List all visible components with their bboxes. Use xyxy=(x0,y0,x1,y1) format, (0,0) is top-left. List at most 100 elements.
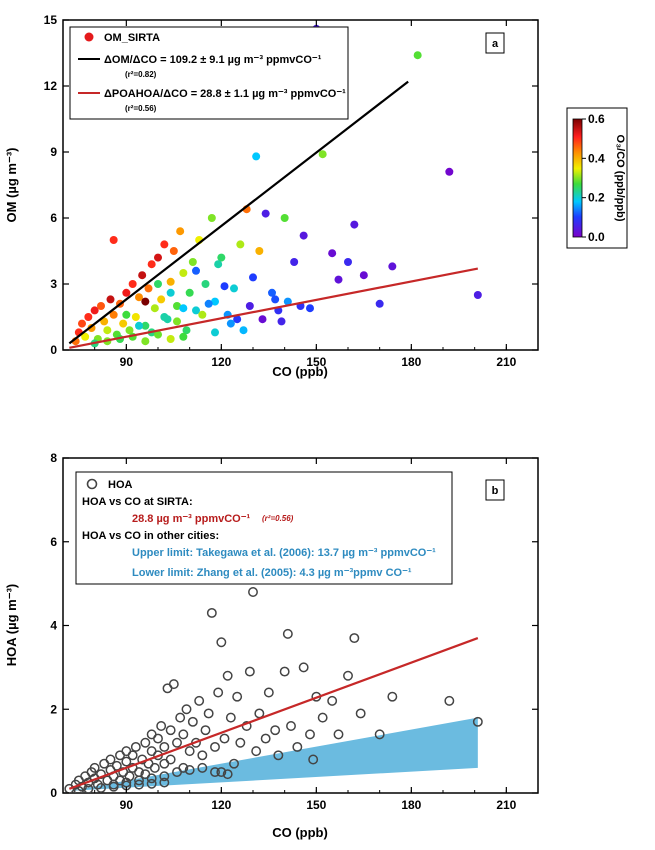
om-data-point xyxy=(445,167,454,176)
om-data-point xyxy=(147,260,156,269)
om-data-point xyxy=(290,258,299,266)
om-data-point xyxy=(150,304,159,313)
panel-a-y-axis-label: OM (µg m⁻³) xyxy=(4,147,19,222)
hoa-data-point xyxy=(260,733,271,744)
hoa-upper-limit: Upper limit: Takegawa et al. (2006): 13.… xyxy=(132,547,436,559)
colorbar-tick-label: 0.4 xyxy=(588,151,605,165)
panel-a-y-tick-label: 0 xyxy=(50,343,57,357)
hoa-data-point xyxy=(184,746,195,757)
om-data-point xyxy=(344,258,352,266)
hoa-data-point xyxy=(172,737,182,748)
om-data-point xyxy=(299,231,308,240)
om-data-point xyxy=(160,240,169,249)
om-data-point xyxy=(359,271,368,280)
hoa-lower-limit: Lower limit: Zhang et al. (2005): 4.3 µg… xyxy=(132,567,412,579)
hoa-data-point xyxy=(159,771,170,782)
om-data-point xyxy=(207,214,216,222)
hoa-data-point xyxy=(130,741,141,752)
om-data-point xyxy=(306,304,314,313)
hoa-data-point xyxy=(263,687,274,698)
hoa-data-point xyxy=(203,708,214,719)
hoa-data-point xyxy=(286,721,296,731)
om-data-point xyxy=(220,282,229,291)
om-data-point xyxy=(179,269,188,277)
hoa-data-point xyxy=(270,725,281,736)
hoa-fit-line xyxy=(68,637,479,790)
om-data-point xyxy=(166,335,175,343)
hoa-data-point xyxy=(111,760,122,771)
hoa-data-point xyxy=(327,695,338,706)
om-data-point xyxy=(217,253,226,262)
panel-a-y-tick-label: 3 xyxy=(50,277,57,291)
panel-a-frame xyxy=(62,19,539,351)
om-data-point xyxy=(204,299,213,308)
panel-a-fit-lines xyxy=(68,80,479,349)
hoa-data-point xyxy=(229,758,239,769)
om-data-point xyxy=(122,310,131,319)
panel-a-x-tick-label: 150 xyxy=(306,355,326,369)
panel-a-x-tick-label: 210 xyxy=(496,355,516,369)
om-fit-legend-r2: (r²=0.82) xyxy=(125,70,157,79)
panel-b-fit-line xyxy=(68,637,479,790)
hoa-data-point xyxy=(355,708,366,719)
om-data-point xyxy=(211,297,219,306)
hoa-legend-marker xyxy=(86,478,98,490)
hoa-sirta-r2: (r²=0.56) xyxy=(262,514,294,523)
om-data-point xyxy=(334,275,343,284)
hoa-data-point xyxy=(127,750,138,761)
poa-fit-legend-label: ΔPOAHOA/ΔCO = 28.8 ± 1.1 µg m⁻³ ppmvCO⁻¹ xyxy=(104,88,346,100)
hoa-data-point xyxy=(298,662,309,673)
panel-a-y-tick-label: 15 xyxy=(44,13,58,27)
om-data-point xyxy=(201,280,210,288)
panel-a-y-tick-label: 6 xyxy=(50,211,57,225)
om-data-point xyxy=(119,319,128,328)
om-data-point xyxy=(182,326,191,335)
hoa-data-point xyxy=(156,721,167,731)
om-data-point xyxy=(128,280,137,288)
om-data-point xyxy=(141,321,150,330)
om-data-point xyxy=(185,288,194,297)
om-data-point xyxy=(350,220,359,229)
colorbar: 0.0 0.2 0.4 0.6 O₃/CO (ppb/ppb) xyxy=(566,107,628,249)
panel-b-x-tick-label: 210 xyxy=(496,798,516,812)
panel-b-points xyxy=(64,587,483,793)
panel-a-x-tick-label: 120 xyxy=(211,355,231,369)
om-data-point xyxy=(211,328,219,337)
hoa-data-point xyxy=(165,754,176,765)
om-data-point xyxy=(138,271,147,280)
poa-hoa-fit-line xyxy=(69,267,479,349)
hoa-data-point xyxy=(73,785,84,793)
hoa-data-point xyxy=(172,767,182,778)
om-data-point xyxy=(198,310,207,319)
hoa-data-point xyxy=(374,729,385,740)
om-sirta-legend-marker xyxy=(84,32,94,42)
panel-a-axes: 90 120 150 180 210 0 3 6 9 12 15 xyxy=(44,13,539,369)
hoa-data-point xyxy=(213,687,224,698)
hoa-data-point xyxy=(181,704,192,715)
panel-b-x-tick-label: 120 xyxy=(211,798,231,812)
hoa-data-point xyxy=(146,778,157,789)
om-data-point xyxy=(192,266,200,275)
panel-b: 90 120 150 180 210 0 2 4 6 8 CO (ppb) HOA (µg m⁻³… xyxy=(4,451,539,840)
colorbar-tick-label: 0.0 xyxy=(588,230,605,244)
hoa-data-point xyxy=(96,769,106,780)
om-data-point xyxy=(271,295,280,304)
panel-a: 90 120 150 180 210 0 3 6 9 12 15 CO (ppb) OM (µg m… xyxy=(4,13,628,379)
om-data-point xyxy=(192,306,200,315)
hoa-data-point xyxy=(216,767,227,778)
colorbar-tick-label: 0.6 xyxy=(588,112,605,126)
om-data-point xyxy=(125,326,134,335)
hoa-sirta-value: 28.8 µg m⁻³ ppmvCO⁻¹ xyxy=(132,513,251,525)
panel-b-x-tick-label: 180 xyxy=(401,798,421,812)
hoa-data-point xyxy=(153,733,163,744)
om-data-point xyxy=(473,291,482,299)
panel-a-legend-box xyxy=(69,26,349,120)
om-data-point xyxy=(97,302,105,310)
om-data-point xyxy=(318,150,327,159)
hoa-data-point xyxy=(279,666,290,677)
om-data-point xyxy=(388,262,397,271)
hoa-data-point xyxy=(96,783,106,793)
hoa-data-point xyxy=(225,712,236,723)
hoa-data-point xyxy=(197,762,208,773)
hoa-data-point xyxy=(273,750,284,761)
